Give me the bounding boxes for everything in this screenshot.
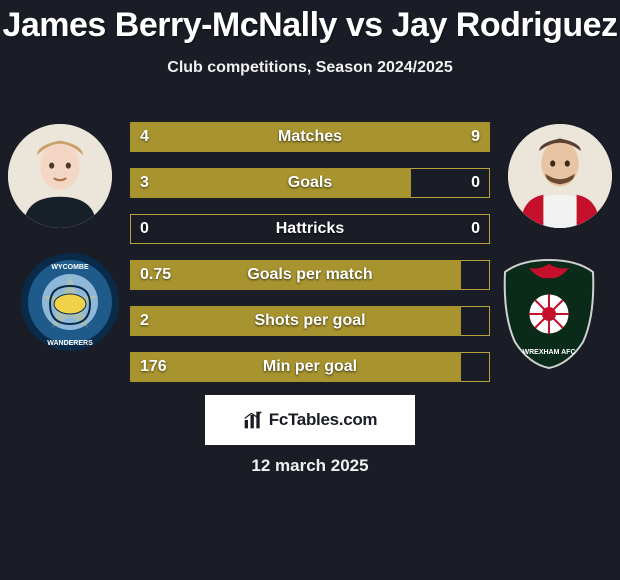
brand-badge: FcTables.com (205, 395, 415, 445)
svg-text:WREXHAM AFC: WREXHAM AFC (522, 349, 575, 356)
brand-text: FcTables.com (269, 410, 378, 430)
page-title: James Berry-McNally vs Jay Rodriguez (0, 6, 620, 45)
svg-text:WANDERERS: WANDERERS (47, 340, 93, 347)
club-crest-icon: WYCOMBE WANDERERS (20, 252, 120, 352)
club-badge-right: WREXHAM AFC (498, 258, 600, 370)
club-badge-left: WYCOMBE WANDERERS (20, 252, 120, 352)
player-avatar-right (508, 124, 612, 228)
stat-row: 00Hattricks (130, 214, 490, 244)
stat-row: 30Goals (130, 168, 490, 198)
subtitle: Club competitions, Season 2024/2025 (0, 59, 620, 77)
stat-row: 2Shots per goal (130, 306, 490, 336)
date-text: 12 march 2025 (0, 456, 620, 476)
stat-label: Min per goal (130, 352, 490, 382)
stat-row: 176Min per goal (130, 352, 490, 382)
person-icon (508, 124, 612, 228)
person-icon (8, 124, 112, 228)
stat-label: Hattricks (130, 214, 490, 244)
stats-icon (243, 410, 263, 430)
stat-row: 0.75Goals per match (130, 260, 490, 290)
club-crest-icon: WREXHAM AFC (498, 258, 600, 370)
player-avatar-left (8, 124, 112, 228)
stat-label: Goals (130, 168, 490, 198)
svg-text:WYCOMBE: WYCOMBE (51, 264, 89, 271)
stat-row: 49Matches (130, 122, 490, 152)
stat-label: Matches (130, 122, 490, 152)
stat-label: Shots per goal (130, 306, 490, 336)
stat-label: Goals per match (130, 260, 490, 290)
comparison-chart: 49Matches 30Goals 00Hattricks 0.75Goals per… (130, 122, 490, 398)
